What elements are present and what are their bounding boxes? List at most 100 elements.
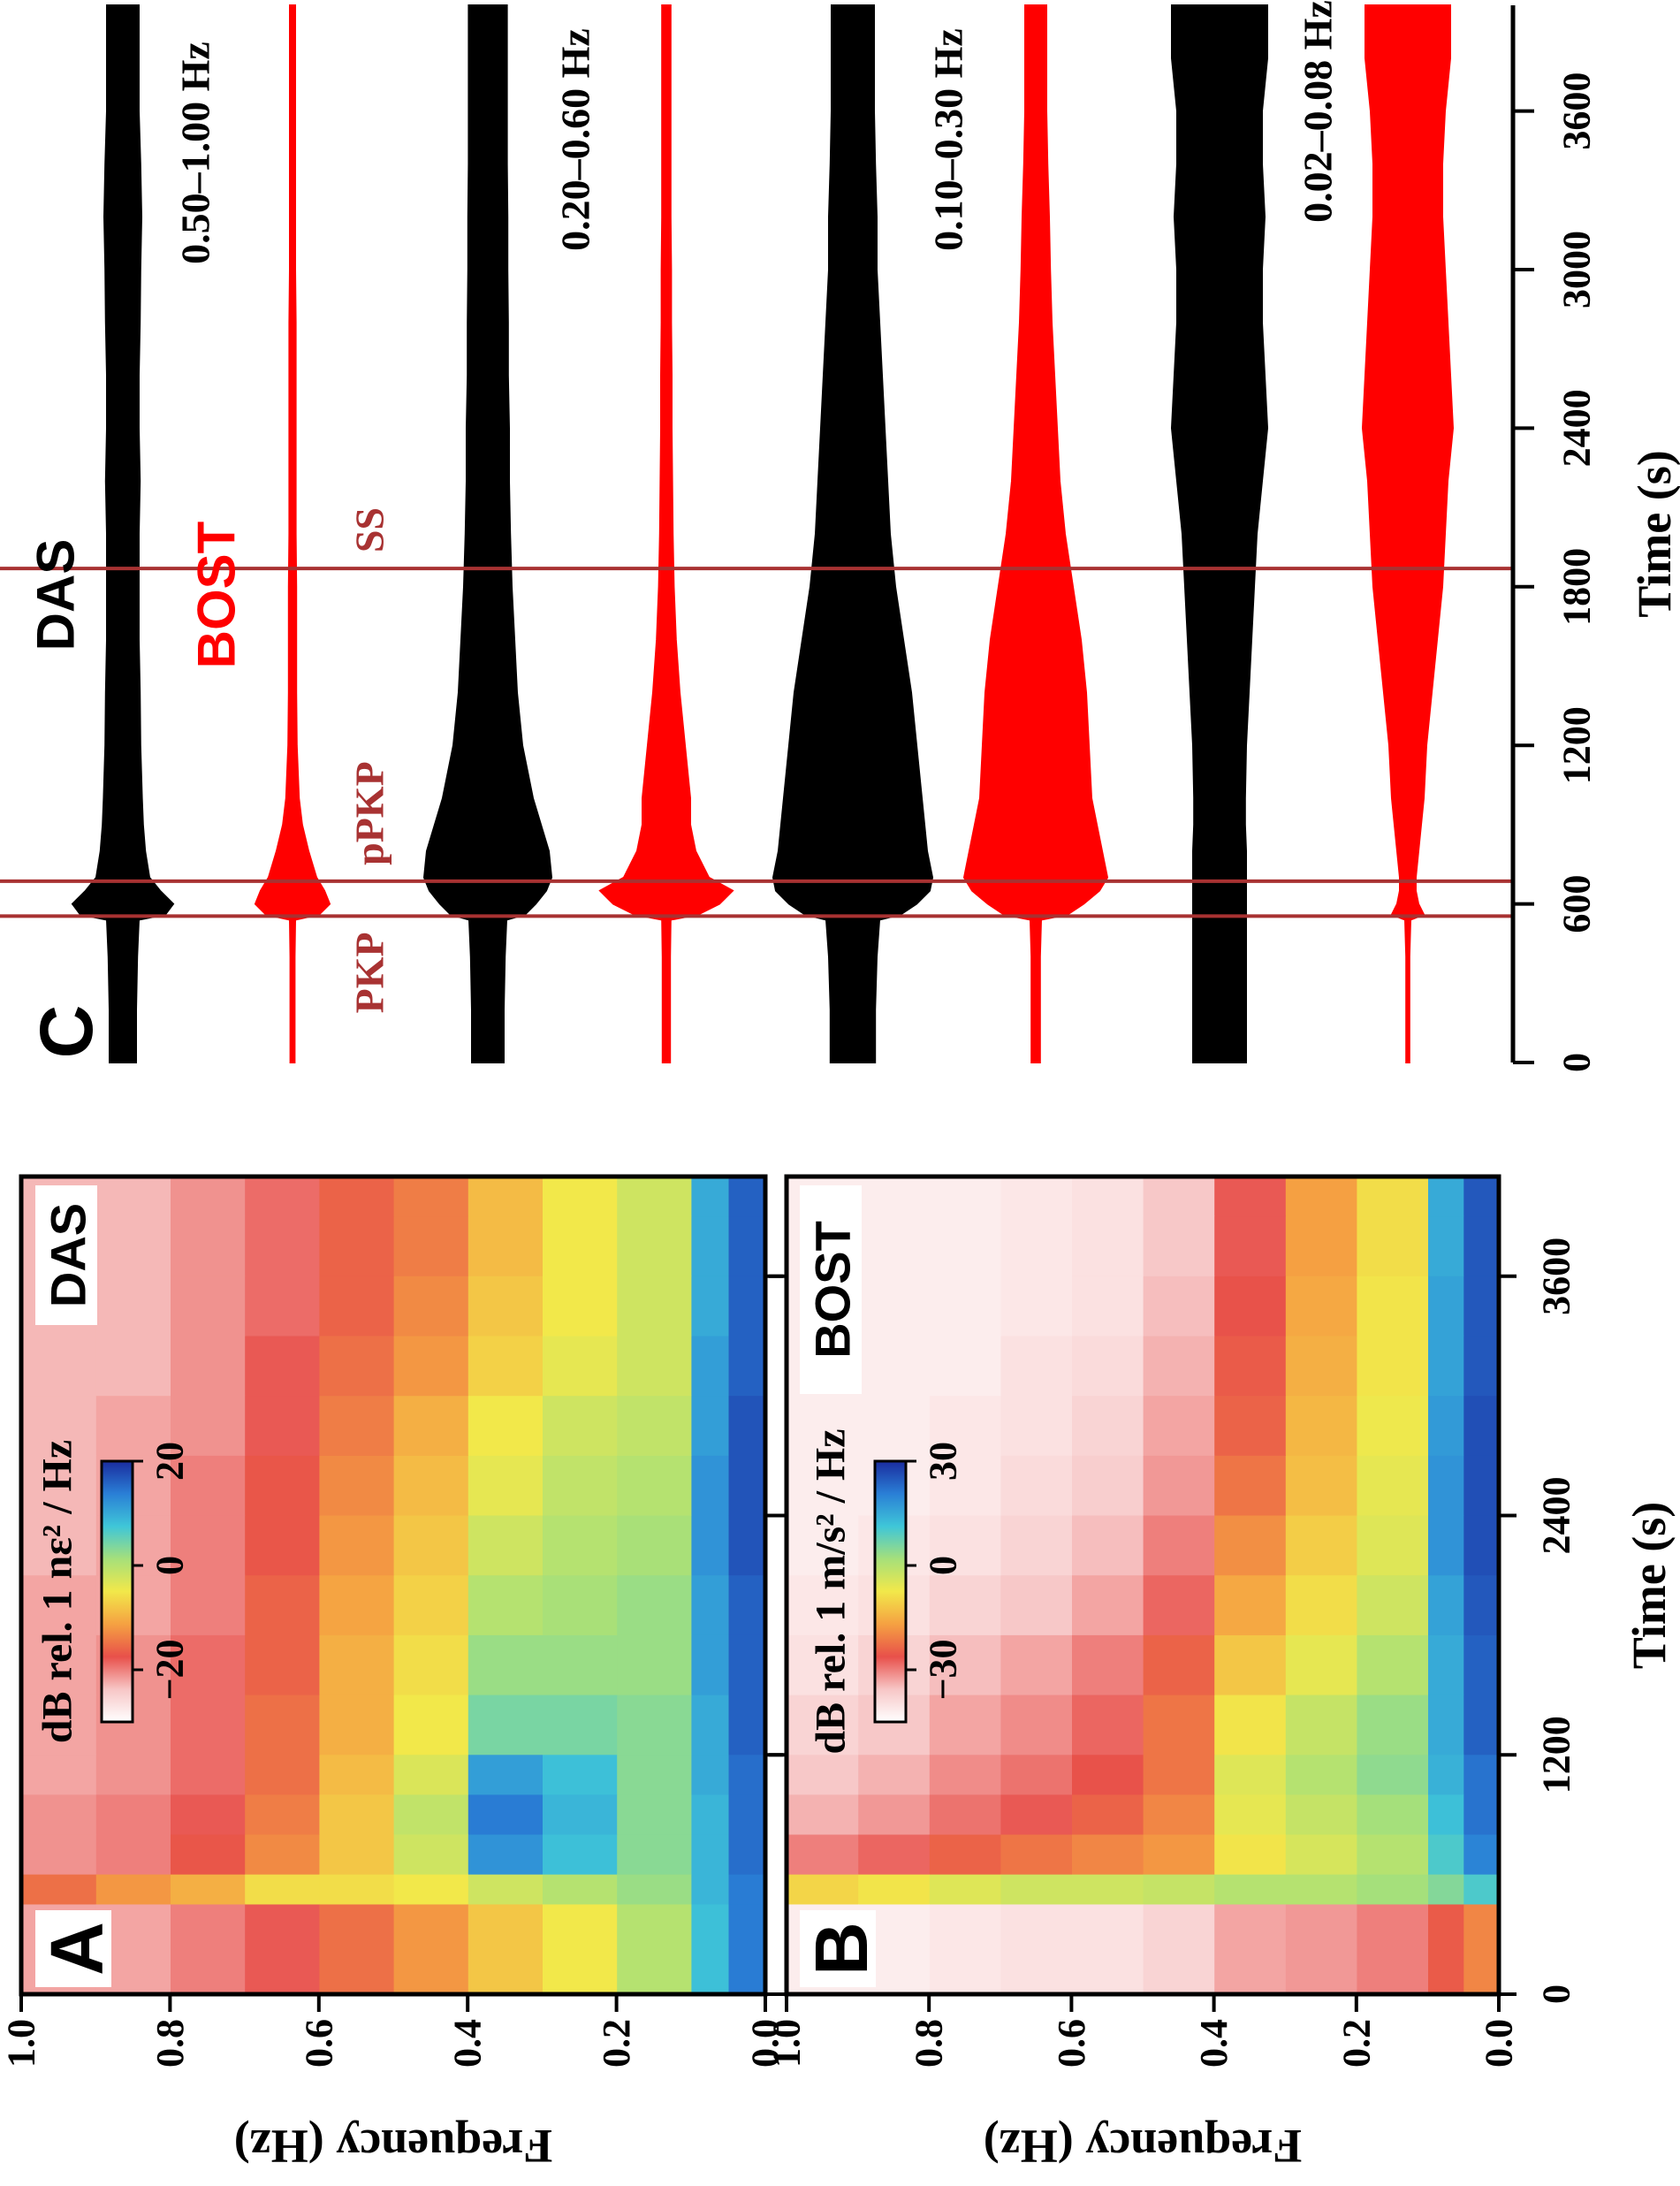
spectrogram-cell [1213, 1574, 1286, 1635]
colorbar-tick-label: −30 [922, 1639, 965, 1700]
spectrogram-cell [1071, 1574, 1144, 1635]
spectrogram-cell [1285, 1514, 1357, 1576]
trace-envelope [422, 4, 489, 1063]
spectrogram-cell [929, 1395, 1001, 1456]
spectrogram-cell [1427, 1395, 1464, 1456]
spectrogram-cell [21, 1514, 96, 1576]
spectrogram-cell [1427, 1634, 1464, 1695]
spectrogram-cell [690, 1276, 729, 1337]
spectrogram-cell [170, 1874, 246, 1905]
x-axis-label: Time (s) [1628, 450, 1680, 617]
trace-envelope [1035, 4, 1109, 1063]
spectrogram-cell [1463, 1514, 1500, 1576]
spectrogram-cell [1000, 1215, 1073, 1276]
spectrogram-cell [170, 1903, 246, 1994]
y-axis-label: Frequency (Hz) [984, 2120, 1302, 2173]
spectrogram-cell [1356, 1833, 1429, 1875]
spectrogram-cell [1213, 1694, 1286, 1756]
spectrogram-cell [1427, 1215, 1464, 1276]
spectrogram-cell [1143, 1176, 1215, 1217]
panel-letter-box [35, 1910, 111, 1987]
y-tick-label: 0.2 [595, 2019, 638, 2068]
spectrogram-cell [393, 1215, 468, 1276]
spectrogram-cell [1285, 1833, 1357, 1875]
spectrogram-cell [542, 1215, 618, 1276]
spectrogram-cell [542, 1694, 618, 1756]
spectrogram-cell [542, 1574, 618, 1635]
spectrogram-cell [857, 1215, 930, 1276]
spectrogram-cell [468, 1634, 544, 1695]
spectrogram-cell [616, 1514, 692, 1576]
spectrogram-cell [1427, 1903, 1464, 1994]
spectrogram-cell [1213, 1794, 1286, 1835]
spectrogram-cell [1143, 1874, 1215, 1905]
panel-frame [19, 1174, 768, 1997]
x-tick-label: 2400 [1535, 1477, 1578, 1555]
spectrogram-cell [1463, 1176, 1500, 1217]
spectrogram-cell [616, 1176, 692, 1217]
spectrogram-cell [393, 1634, 468, 1695]
spectrogram-cell [690, 1335, 729, 1397]
spectrogram-cell [170, 1574, 246, 1635]
trace-envelope [598, 4, 667, 1063]
spectrogram-cell [468, 1455, 544, 1516]
spectrogram-cell [1071, 1874, 1144, 1905]
spectrogram-cell [1285, 1754, 1357, 1795]
spectrogram-cell [929, 1215, 1001, 1276]
spectrogram-cell [929, 1754, 1001, 1795]
spectrogram-cell [1463, 1634, 1500, 1695]
spectrogram-cell [393, 1874, 468, 1905]
spectrogram-cell [244, 1176, 320, 1217]
spectrogram-cell [244, 1874, 320, 1905]
spectrogram-cell [690, 1634, 729, 1695]
spectrogram-cell [1000, 1514, 1073, 1576]
spectrogram-cell [857, 1754, 930, 1795]
trace-envelope [1407, 4, 1455, 1063]
spectrogram-cell [1143, 1455, 1215, 1516]
spectrogram-cell [21, 1754, 96, 1795]
spectrogram-cell [1000, 1335, 1073, 1397]
spectrogram-cell [468, 1574, 544, 1635]
phase-label: pPKP [347, 761, 392, 865]
spectrogram-cell [1463, 1335, 1500, 1397]
spectrogram-cell [1427, 1574, 1464, 1635]
spectrogram-cell [1071, 1176, 1144, 1217]
spectrogram-cell [727, 1514, 766, 1576]
colorbar-label: dB rel. 1 nε² / Hz [34, 1440, 81, 1743]
x-tick-label: 0 [1535, 1984, 1578, 2004]
y-tick-label: 0.8 [148, 2019, 192, 2068]
spectrogram-cell [1285, 1215, 1357, 1276]
spectrogram-cell [929, 1794, 1001, 1835]
spectrogram-cell [1427, 1176, 1464, 1217]
colorbar-label: dB rel. 1 m/s² / Hz [808, 1428, 855, 1754]
spectrogram-cell [393, 1176, 468, 1217]
spectrogram-cell [1213, 1176, 1286, 1217]
spectrogram-cell [542, 1903, 618, 1994]
spectrogram-cell [318, 1754, 394, 1795]
spectrogram-cell [170, 1335, 246, 1397]
spectrogram-cell [393, 1694, 468, 1756]
x-axis-label: Time (s) [1623, 1502, 1676, 1669]
spectrogram-cell [727, 1276, 766, 1337]
spectrogram-cell [1356, 1335, 1429, 1397]
station-label-box [800, 1185, 862, 1394]
y-tick-label: 0.4 [446, 2019, 490, 2068]
spectrogram-cell [1463, 1794, 1500, 1835]
spectrogram-cell [393, 1514, 468, 1576]
spectrogram-cell [95, 1903, 171, 1994]
spectrogram-cell [787, 1874, 859, 1905]
spectrogram-cell [929, 1276, 1001, 1337]
spectrogram-cell [318, 1903, 394, 1994]
spectrogram-cell [393, 1903, 468, 1994]
spectrogram-cell [95, 1215, 171, 1276]
spectrogram-cell [1213, 1754, 1286, 1795]
spectrogram-cell [1356, 1794, 1429, 1835]
panel-frame [784, 1174, 1501, 1997]
station-label-box [35, 1185, 97, 1325]
colorbar [100, 1459, 134, 1724]
panel-letter: A [35, 1922, 118, 1976]
trace-envelope [292, 4, 331, 1063]
trace-envelope [71, 4, 124, 1063]
spectrogram-cell [1356, 1455, 1429, 1516]
